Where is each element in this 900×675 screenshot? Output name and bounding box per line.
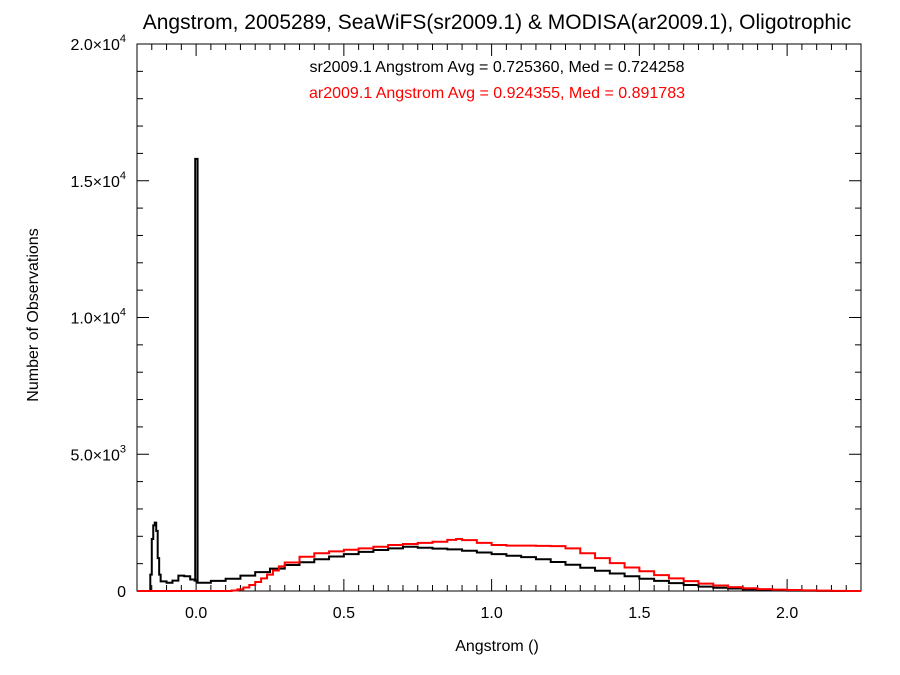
y-tick-label: 0 [117, 584, 126, 601]
x-tick-label: 0.5 [333, 605, 355, 622]
y-axis-label: Number of Observations [25, 228, 42, 401]
y-tick-label-base: 5.0×10 [70, 447, 119, 464]
x-tick-label: 1.5 [628, 605, 650, 622]
y-tick-label-base: 0 [117, 584, 126, 601]
x-tick-label: 2.0 [776, 605, 798, 622]
chart-title: Angstrom, 2005289, SeaWiFS(sr2009.1) & M… [143, 11, 851, 34]
y-tick-label-base: 1.5×10 [70, 174, 119, 191]
y-tick-label: 1.0×104 [70, 307, 126, 328]
x-tick-label: 0.0 [185, 605, 207, 622]
y-tick-label-exponent: 4 [120, 307, 126, 319]
series-line-ar2009 [137, 538, 861, 592]
x-axis-ticks: 0.0 0.5 1.0 1.5 2.0 [151, 44, 862, 622]
x-axis-label: Angstrom () [455, 638, 539, 655]
y-tick-label-base: 1.0×10 [70, 311, 119, 328]
plot-frame [136, 43, 862, 592]
y-tick-label-exponent: 3 [120, 443, 126, 455]
y-tick-label-exponent: 4 [120, 170, 126, 182]
annotation-ar2009: ar2009.1 Angstrom Avg = 0.924355, Med = … [309, 85, 685, 102]
series-layer [137, 157, 861, 592]
y-tick-label: 2.0×104 [70, 33, 126, 54]
y-tick-label-base: 2.0×10 [70, 37, 119, 54]
x-tick-label: 1.0 [480, 605, 502, 622]
y-tick-label: 5.0×103 [70, 443, 126, 464]
y-tick-label-exponent: 4 [120, 33, 126, 45]
annotation-sr2009: sr2009.1 Angstrom Avg = 0.725360, Med = … [309, 59, 684, 76]
series-line-sr2009 [137, 157, 861, 592]
y-tick-label: 1.5×104 [70, 170, 126, 191]
